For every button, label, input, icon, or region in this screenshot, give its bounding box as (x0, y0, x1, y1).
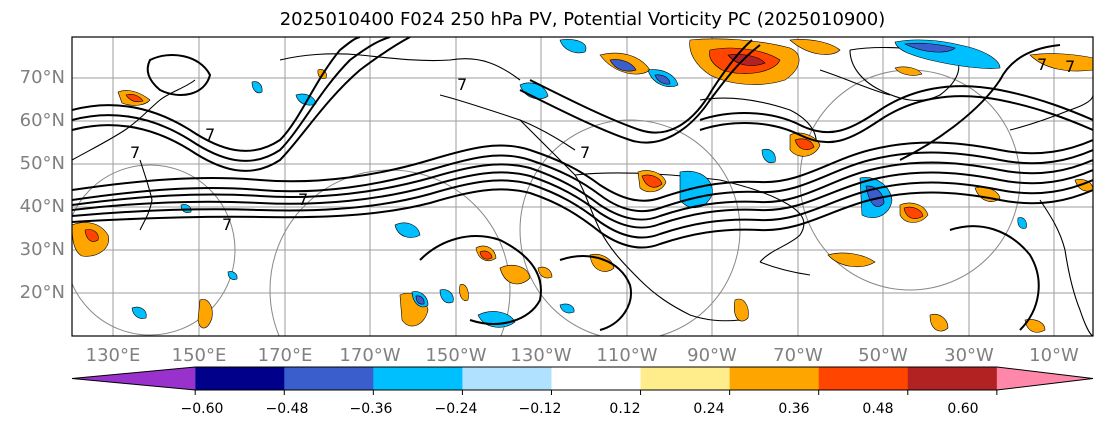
lon-label-70w: 70°W (773, 345, 823, 366)
colorbar-bin (907, 367, 998, 390)
colorbar-tick-label: −0.48 (265, 401, 309, 417)
lon-label-170w: 170°W (339, 345, 401, 366)
colorbar-bin (551, 367, 642, 390)
lat-label-40n: 40°N (19, 196, 65, 217)
lon-label-170e: 170°E (257, 345, 313, 366)
pv-contours (72, 37, 1093, 331)
map-background (72, 37, 1093, 336)
lon-label-130w: 130°W (510, 345, 572, 366)
lat-label-70n: 70°N (19, 67, 65, 88)
colorbar-tick-label: −0.60 (180, 401, 224, 417)
lon-label-10w: 10°W (1029, 345, 1079, 366)
contour-label: 7 (1037, 55, 1047, 74)
contour-label: 7 (298, 190, 308, 209)
lat-label-50n: 50°N (19, 153, 65, 174)
colorbar-bin (640, 367, 731, 390)
map-frame (71, 36, 1094, 337)
lon-label-130e: 130°E (85, 345, 141, 366)
lat-label-30n: 30°N (19, 239, 65, 260)
lon-label-30w: 30°W (944, 345, 994, 366)
colorbar-bin (818, 367, 909, 390)
lat-label-20n: 20°N (19, 282, 65, 303)
lon-label-110w: 110°W (596, 345, 658, 366)
colorbar-bin (462, 367, 552, 390)
lon-label-150w: 150°W (425, 345, 487, 366)
colorbar-tick-label: 0.24 (693, 401, 725, 417)
contour-label: 7 (205, 125, 215, 144)
contour-label: 7 (1065, 57, 1075, 76)
colorbar-tick-label: 0.36 (778, 401, 810, 417)
colorbar-tick-label: −0.36 (349, 401, 393, 417)
contour-label: 7 (222, 215, 232, 234)
contour-label: 7 (130, 143, 140, 162)
colorbar-bin (195, 367, 285, 390)
colorbar-tick-label: 0.48 (862, 401, 894, 417)
colorbar-tick-label: −0.24 (434, 401, 478, 417)
contour-label: 7 (580, 143, 590, 162)
colorbar-extend-min (72, 367, 196, 390)
colorbar-tick-label: 0.12 (609, 401, 641, 417)
pv-anomaly-patches (72, 38, 1093, 333)
contour-label: 7 (457, 75, 467, 94)
lon-label-90w: 90°W (687, 345, 737, 366)
lat-label-60n: 60°N (19, 110, 65, 131)
colorbar-bin (729, 367, 820, 390)
colorbar-extend-max (996, 367, 1093, 390)
colorbar-tick-label: −0.12 (518, 401, 562, 417)
contour-labels: 7 7 7 7 7 7 7 7 (130, 55, 1075, 234)
colorbar-tick-label: 0.60 (947, 401, 979, 417)
colorbar-bin (373, 367, 463, 390)
lon-label-50w: 50°W (858, 345, 908, 366)
colorbar-bin (284, 367, 374, 390)
map-title: 2025010400 F024 250 hPa PV, Potential Vo… (279, 9, 886, 30)
lon-label-150e: 150°E (171, 345, 227, 366)
